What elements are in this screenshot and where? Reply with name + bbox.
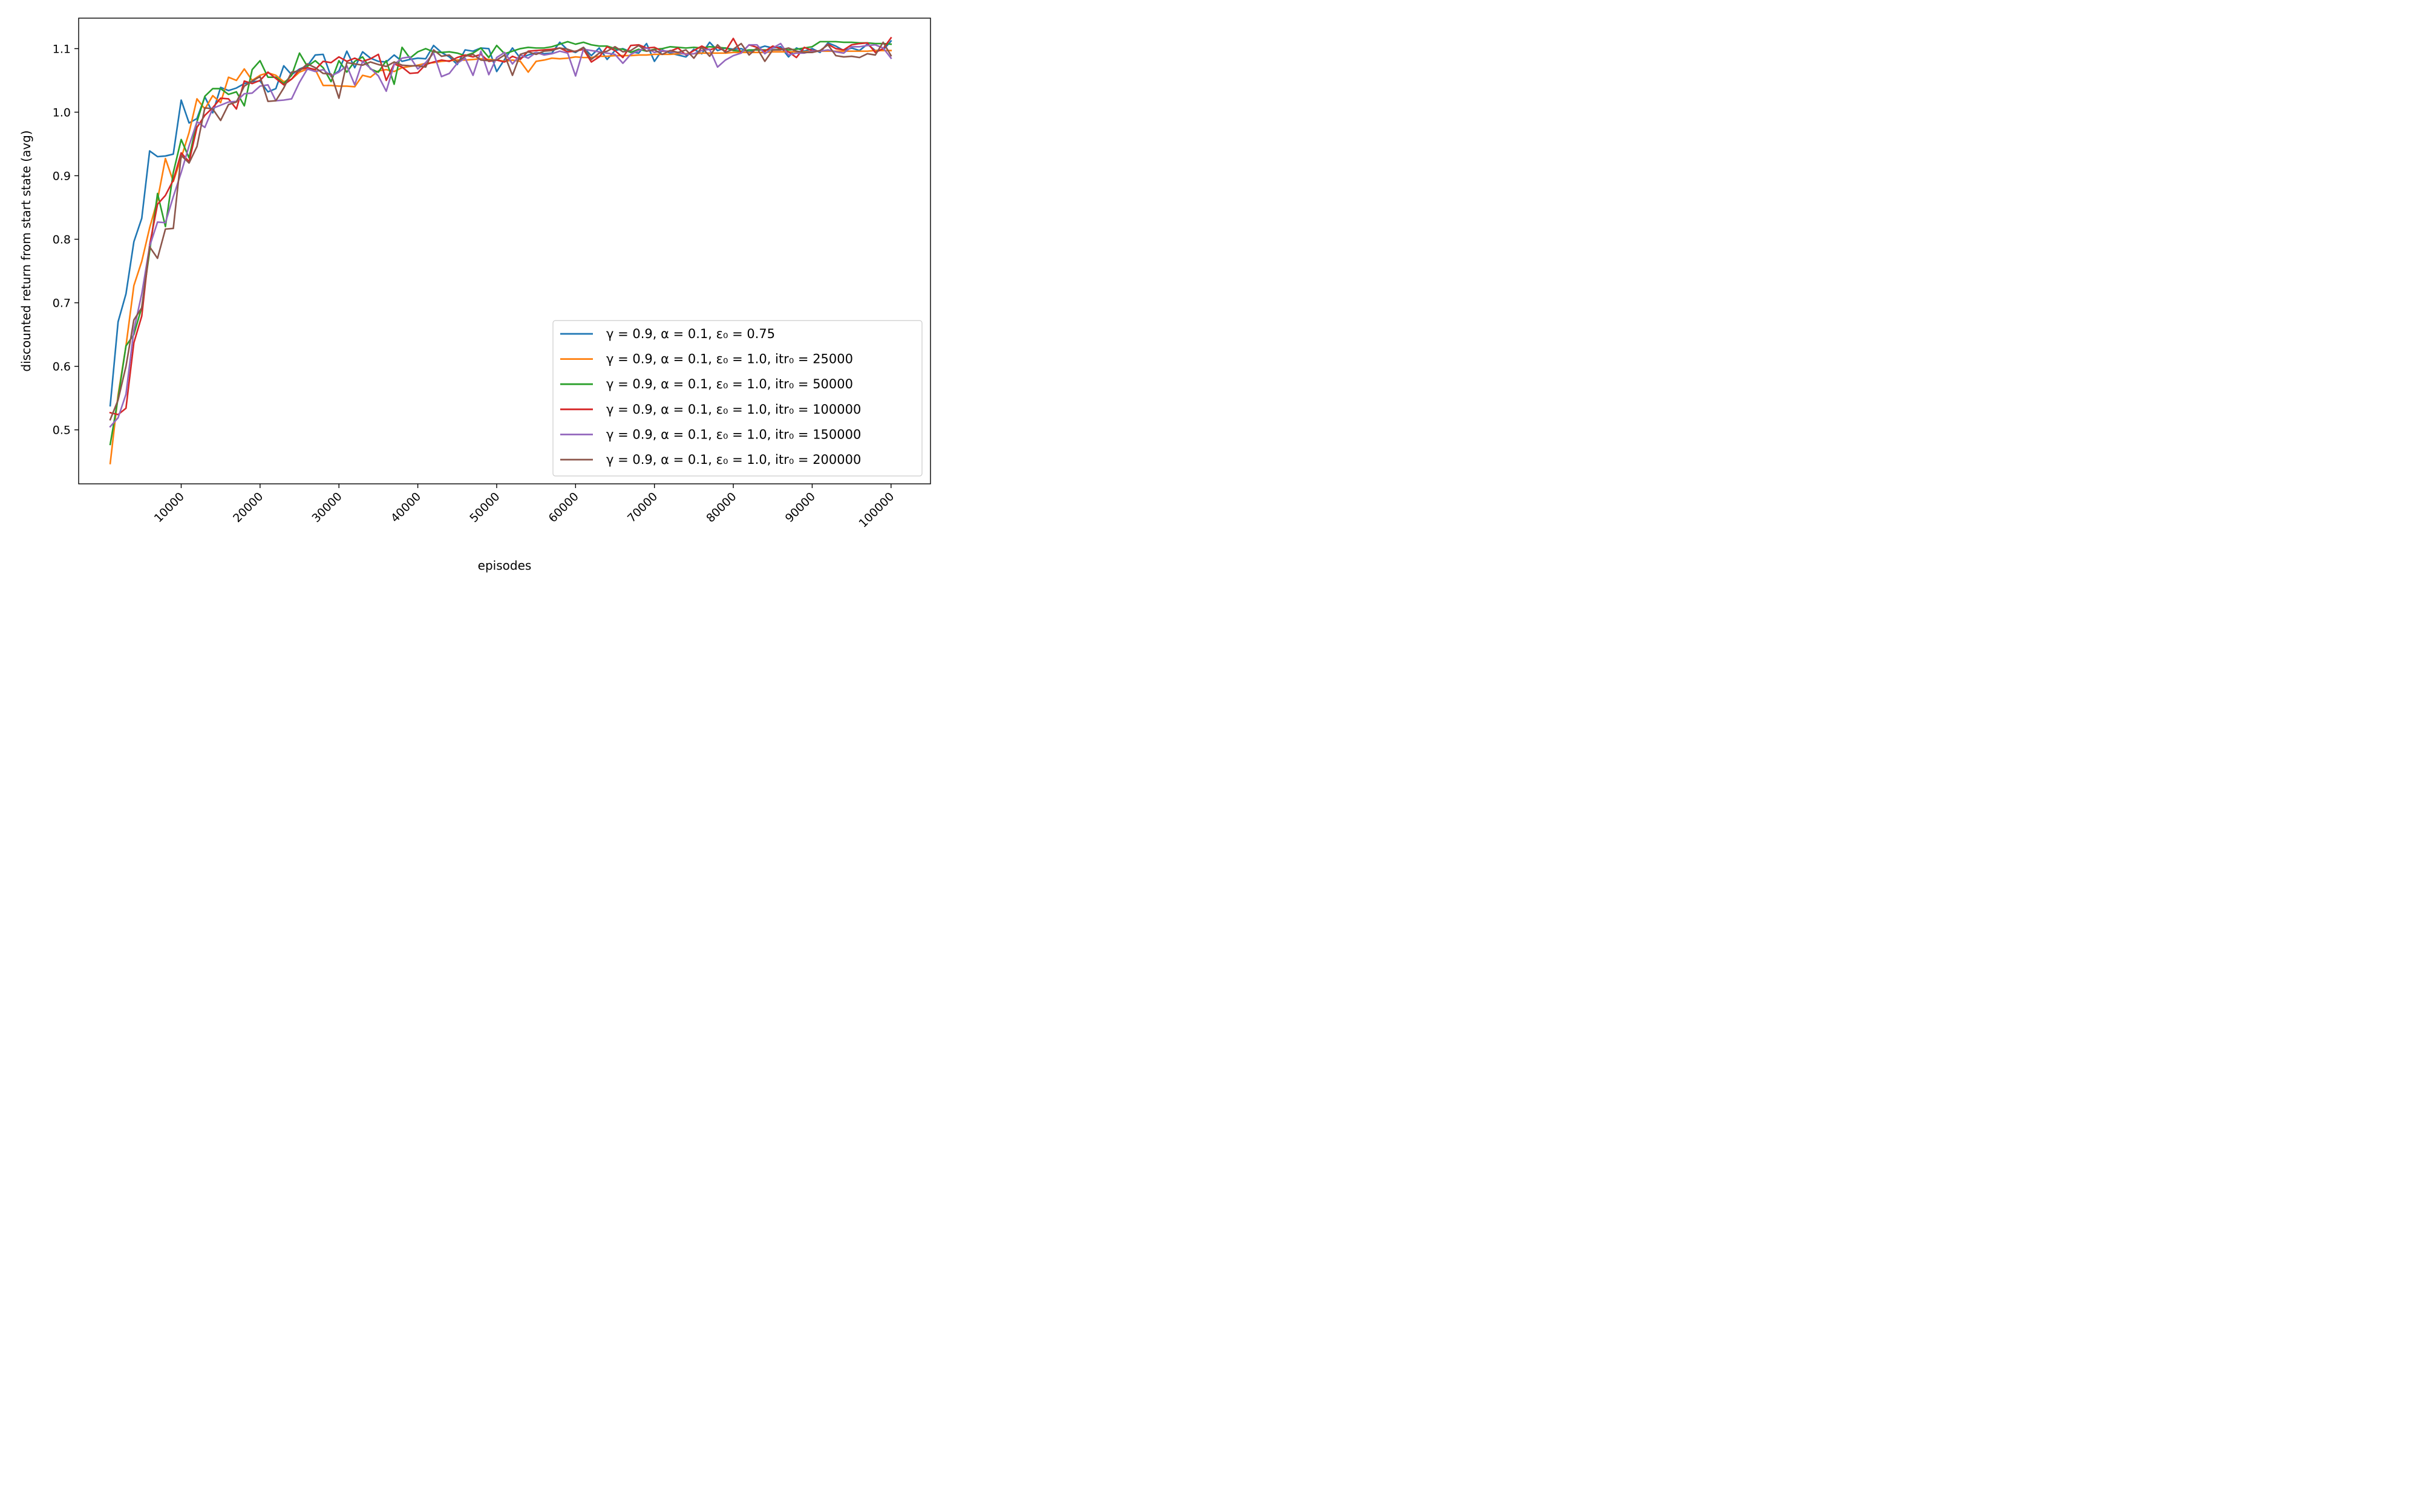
legend-entry-1: γ = 0.9, α = 0.1, ε₀ = 0.75 bbox=[606, 327, 775, 341]
y-tick-label: 0.6 bbox=[53, 360, 71, 374]
legend: γ = 0.9, α = 0.1, ε₀ = 0.75 γ = 0.9, α = … bbox=[552, 320, 923, 477]
legend-entry-5: γ = 0.9, α = 0.1, ε₀ = 1.0, itr₀ = 15000… bbox=[606, 427, 861, 442]
line-chart: 10000 20000 30000 40000 50000 60000 70000 80000… bbox=[0, 0, 949, 593]
y-tick-label: 0.7 bbox=[53, 297, 71, 310]
plot-frame bbox=[78, 18, 931, 484]
chart-background bbox=[0, 0, 949, 593]
legend-entry-2: γ = 0.9, α = 0.1, ε₀ = 1.0, itr₀ = 25000 bbox=[606, 352, 853, 367]
legend-entry-3: γ = 0.9, α = 0.1, ε₀ = 1.0, itr₀ = 50000 bbox=[606, 377, 853, 391]
y-tick-label: 0.5 bbox=[53, 424, 71, 437]
series-line-5 bbox=[109, 42, 892, 428]
legend-box bbox=[552, 320, 923, 477]
legend-entry-4: γ = 0.9, α = 0.1, ε₀ = 1.0, itr₀ = 10000… bbox=[606, 402, 861, 417]
y-axis-label: discounted return from start state (avg) bbox=[19, 130, 33, 371]
series-layer bbox=[109, 36, 892, 464]
series-line-6 bbox=[109, 41, 892, 421]
legend-entry-6: γ = 0.9, α = 0.1, ε₀ = 1.0, itr₀ = 20000… bbox=[606, 452, 861, 467]
y-tick-label: 0.8 bbox=[53, 233, 71, 247]
y-tick-label: 0.9 bbox=[53, 170, 71, 183]
y-tick-label: 1.0 bbox=[53, 106, 71, 119]
series-line-1 bbox=[109, 39, 892, 407]
y-tick-label: 1.1 bbox=[53, 42, 71, 56]
y-axis: 0.5 0.6 0.7 0.8 0.9 1.0 1.1 bbox=[53, 42, 79, 437]
x-axis-label: episodes bbox=[478, 558, 532, 573]
